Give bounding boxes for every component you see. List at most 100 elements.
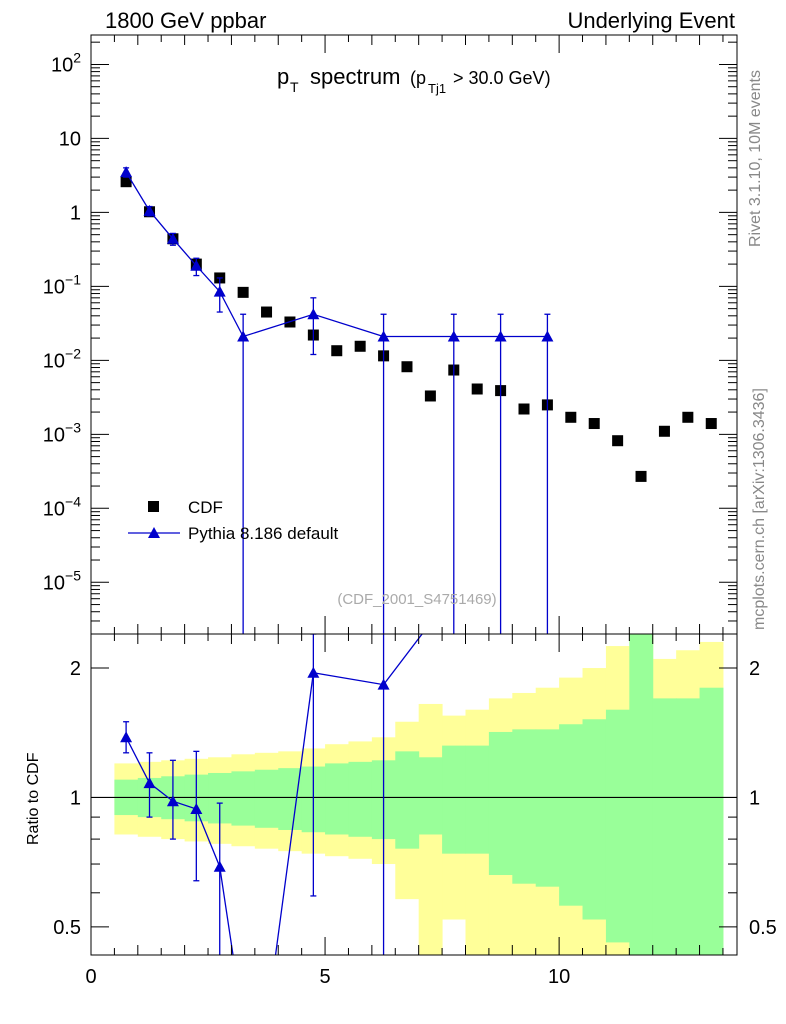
title-p: p xyxy=(277,64,289,89)
title-p-sub: T xyxy=(290,79,299,95)
green-band-bin xyxy=(605,709,630,943)
ratio-point xyxy=(143,777,156,789)
ratio-point xyxy=(377,678,390,690)
legend-cdf-marker xyxy=(148,501,159,512)
cdf-point xyxy=(471,383,483,395)
title-condition: > 30.0 GeV) xyxy=(453,68,551,88)
green-band-bin xyxy=(559,724,584,906)
green-band-bin xyxy=(395,751,420,849)
green-band-bin xyxy=(535,729,560,887)
green-band-bin xyxy=(465,745,490,854)
legend-cdf-label: CDF xyxy=(188,498,223,517)
title-paren: (p xyxy=(410,68,426,88)
ratio-y-tick-label: 2 xyxy=(70,658,81,680)
ratio-x-axis: 0 5 10 xyxy=(85,634,724,988)
ratio-y-axis: 0.5 0.5 1 1 2 2 xyxy=(53,658,777,939)
cdf-point xyxy=(518,403,530,415)
cdf-point xyxy=(354,340,366,352)
ratio-y-tick-label-right: 1 xyxy=(749,787,760,809)
legend-pythia-marker xyxy=(148,527,160,538)
pythia-point xyxy=(494,330,507,342)
pythia-point xyxy=(143,204,156,216)
cdf-point xyxy=(237,286,249,298)
cdf-point xyxy=(682,411,694,423)
green-band-bin xyxy=(348,761,373,837)
y-tick-label: 102 xyxy=(51,49,81,76)
ratio-y-tick-label: 0.5 xyxy=(53,917,81,939)
y-tick-label: 10−2 xyxy=(43,345,81,372)
pythia-point xyxy=(190,259,203,271)
pythia-point xyxy=(541,330,554,342)
cdf-point xyxy=(588,418,600,430)
main-y-axis: 102 10 1 10−1 10−2 10−3 10−4 10−5 xyxy=(43,41,737,635)
x-tick-label: 10 xyxy=(548,966,570,988)
pythia-point xyxy=(307,308,320,320)
green-band-bin xyxy=(231,771,256,826)
main-x-axis xyxy=(90,35,724,634)
green-band-bin xyxy=(699,687,724,955)
pythia-point xyxy=(120,166,133,178)
green-band-bin xyxy=(325,763,349,835)
cdf-point xyxy=(424,390,436,402)
y-tick-label: 10−5 xyxy=(43,567,81,594)
green-band-bin xyxy=(254,769,279,828)
green-band-bin xyxy=(442,745,466,854)
green-band-bin xyxy=(418,757,443,835)
ratio-y-tick-label-right: 0.5 xyxy=(749,917,777,939)
pythia-point xyxy=(377,330,390,342)
chart-title: p T spectrum (p Tj1 > 30.0 GeV) xyxy=(277,64,551,96)
mcplots-label: mcplots.cern.ch [arXiv:1306.3436] xyxy=(751,388,768,630)
main-panel: 102 10 1 10−1 10−2 10−3 10−4 10−5 p T spectrum … xyxy=(43,34,738,635)
x-tick-label: 5 xyxy=(319,966,330,988)
cdf-point xyxy=(331,345,343,357)
yellow-band-bin xyxy=(418,703,443,955)
y-tick-label: 10−4 xyxy=(43,493,81,520)
cdf-point xyxy=(120,176,132,188)
main-frame xyxy=(90,34,738,635)
green-band-bin xyxy=(208,772,232,824)
cdf-point xyxy=(565,411,577,423)
ratio-point xyxy=(213,860,226,872)
y-tick-label: 10−1 xyxy=(43,271,81,298)
header-right: Underlying Event xyxy=(567,8,735,33)
ratio-panel: 0.5 0.5 1 1 2 2 0 5 10 Ratio to CDF xyxy=(25,633,777,988)
ratio-point xyxy=(120,731,133,743)
ratio-ylabel: Ratio to CDF xyxy=(25,752,42,845)
header-left: 1800 GeV ppbar xyxy=(105,8,266,33)
y-tick-label: 10−3 xyxy=(43,419,81,446)
x-tick-label: 0 xyxy=(85,966,96,988)
ratio-frame xyxy=(90,633,738,956)
green-band-bin xyxy=(582,719,607,920)
green-band-bin xyxy=(652,698,677,955)
rivet-label: Rivet 3.1.10, 10M events xyxy=(747,70,764,247)
pythia-point xyxy=(166,232,179,244)
cdf-point xyxy=(658,425,670,437)
cdf-point xyxy=(261,306,273,318)
y-tick-label: 1 xyxy=(70,202,81,224)
ratio-y-tick-label-right: 2 xyxy=(749,658,760,680)
y-tick-label: 10 xyxy=(59,128,81,150)
watermark: (CDF_2001_S4751469) xyxy=(337,591,496,608)
green-band-bin xyxy=(512,729,537,884)
ratio-series-line xyxy=(125,634,423,955)
pythia-point xyxy=(237,330,250,342)
cdf-point xyxy=(635,470,647,482)
title-paren-sub: Tj1 xyxy=(428,81,446,96)
green-band-bin xyxy=(488,731,513,876)
legend: CDF Pythia 8.186 default xyxy=(128,498,339,543)
legend-pythia-label: Pythia 8.186 default xyxy=(188,524,339,543)
ratio-point xyxy=(166,795,179,807)
cdf-point xyxy=(612,435,624,447)
pythia-point xyxy=(447,330,460,342)
green-band-bin xyxy=(676,698,701,955)
ratio-point xyxy=(307,666,320,678)
pythia-point xyxy=(213,285,226,297)
ratio-point xyxy=(190,802,203,814)
ratio-y-tick-label: 1 xyxy=(70,787,81,809)
cdf-point xyxy=(401,361,413,373)
green-band-bin xyxy=(278,768,303,830)
cdf-point xyxy=(705,418,717,430)
pythia-line xyxy=(125,171,548,338)
green-band-bin xyxy=(629,634,654,955)
